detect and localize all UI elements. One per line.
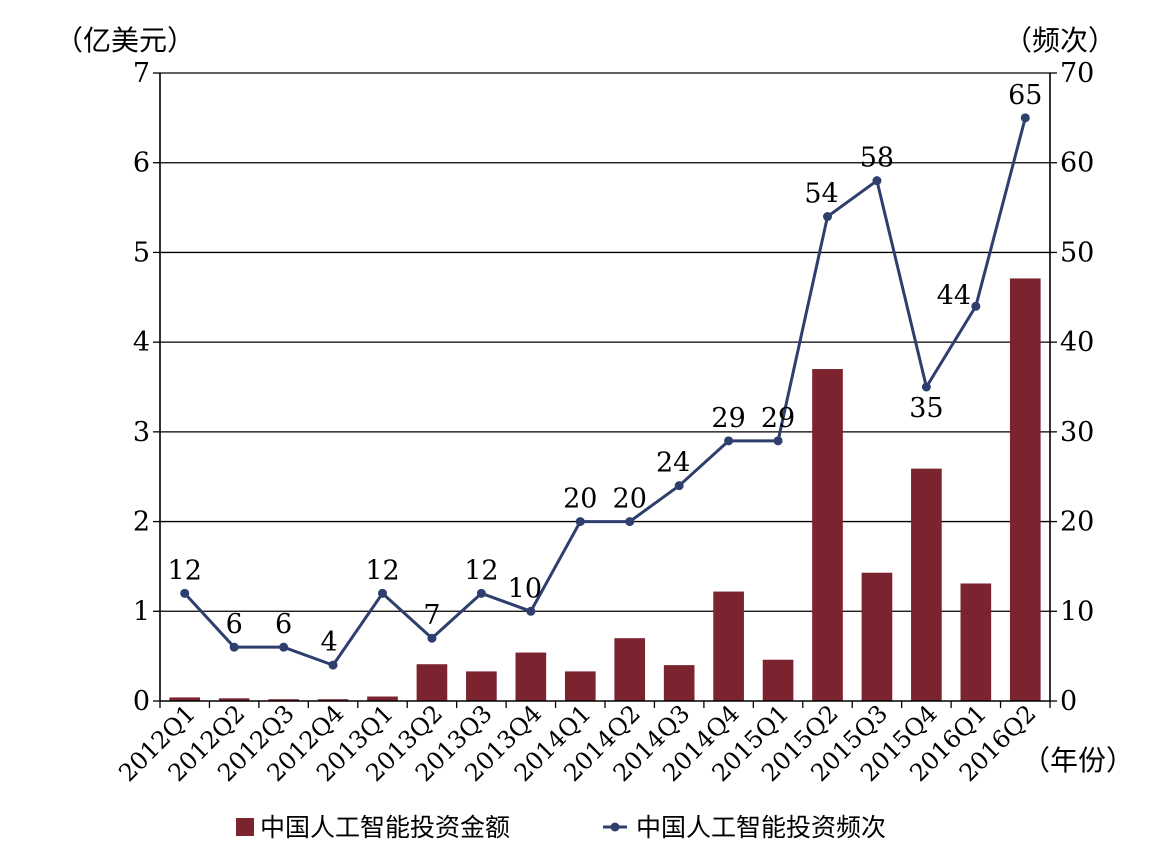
y-right-tick-label: 40 [1060, 327, 1094, 358]
bar-2012Q3 [268, 699, 299, 701]
point-2013Q2 [427, 633, 437, 643]
legend: 中国人工智能投资金额 中国人工智能投资频次 [236, 813, 886, 842]
data-label-2012Q4: 4 [320, 627, 337, 658]
bar-series [169, 278, 1041, 701]
point-2014Q2 [625, 517, 635, 527]
data-label-2012Q3: 6 [275, 609, 292, 640]
bar-2015Q4 [911, 468, 942, 701]
y-right-tick-label: 70 [1060, 58, 1094, 89]
bar-2014Q1 [564, 671, 596, 701]
y-left-tick-label: 5 [133, 237, 150, 268]
tick-labels: 012345670102030405060702012Q12012Q22012Q… [113, 58, 1094, 787]
legend-label-amount: 中国人工智能投资金额 [260, 813, 510, 842]
point-2016Q1 [971, 301, 981, 311]
data-label-2013Q2: 7 [423, 600, 440, 631]
data-label-2012Q2: 6 [226, 609, 243, 640]
bar-2013Q1 [367, 696, 398, 701]
y-left-tick-label: 4 [133, 327, 150, 358]
point-2013Q4 [526, 606, 536, 616]
bar-2014Q2 [614, 638, 646, 701]
bar-2012Q1 [169, 697, 201, 701]
bar-2014Q4 [713, 591, 744, 701]
bar-2013Q3 [466, 671, 497, 701]
bar-2016Q2 [1009, 278, 1041, 701]
data-label-2016Q1: 44 [937, 280, 971, 311]
legend-swatch-amount [236, 818, 254, 836]
data-label-2013Q4: 10 [508, 573, 542, 604]
line-series [180, 113, 1030, 670]
x-axis-title: （年份） [1022, 744, 1134, 777]
data-label-2014Q4: 29 [711, 403, 745, 434]
bar-2013Q4 [515, 652, 547, 701]
y-right-tick-label: 10 [1060, 596, 1094, 627]
bar-2012Q2 [218, 698, 250, 701]
y-left-tick-label: 3 [133, 417, 150, 448]
point-2015Q4 [921, 382, 931, 392]
y-left-tick-label: 6 [133, 148, 150, 179]
data-label-2013Q3: 12 [464, 555, 498, 586]
bar-2016Q1 [960, 583, 992, 701]
legend-marker-count [610, 822, 620, 832]
bar-2015Q3 [861, 572, 893, 701]
point-2012Q4 [328, 660, 338, 670]
y-left-tick-label: 0 [133, 686, 150, 717]
bar-2013Q2 [416, 664, 448, 701]
bar-2015Q1 [762, 659, 794, 701]
y-left-axis-title: （亿美元） [55, 24, 195, 57]
data-label-2013Q1: 12 [365, 555, 399, 586]
data-label-2015Q2: 54 [804, 179, 838, 210]
data-label-2012Q1: 12 [168, 555, 202, 586]
bar-2012Q4 [317, 699, 349, 701]
data-label-2014Q3: 24 [656, 448, 690, 479]
point-2014Q1 [575, 517, 585, 527]
y-right-axis-title: （频次） [1004, 24, 1116, 57]
y-right-tick-label: 20 [1060, 507, 1094, 538]
data-label-2014Q2: 20 [613, 484, 647, 515]
data-label-2015Q1: 29 [761, 403, 795, 434]
y-right-tick-label: 30 [1060, 417, 1094, 448]
point-2015Q1 [773, 436, 783, 446]
y-left-tick-label: 1 [133, 596, 150, 627]
y-left-tick-label: 2 [133, 507, 150, 538]
legend-label-count: 中国人工智能投资频次 [636, 813, 886, 842]
frequency-line [183, 117, 1027, 667]
data-label-2015Q4: 35 [909, 393, 943, 424]
point-2015Q2 [823, 212, 832, 222]
data-label-2016Q2: 65 [1008, 80, 1042, 111]
point-2016Q2 [1020, 113, 1030, 123]
point-2012Q2 [229, 642, 239, 652]
y-left-tick-label: 7 [133, 58, 150, 89]
y-right-tick-label: 0 [1060, 686, 1077, 717]
bar-2015Q2 [812, 369, 843, 701]
gridlines [160, 72, 1050, 612]
axes [153, 72, 1057, 708]
y-right-tick-label: 50 [1060, 237, 1094, 268]
y-right-tick-label: 60 [1060, 148, 1094, 179]
data-label-2015Q3: 58 [860, 143, 894, 174]
point-2013Q3 [476, 588, 486, 598]
bar-2014Q3 [663, 665, 695, 701]
point-2013Q1 [378, 588, 387, 598]
point-2014Q4 [724, 436, 734, 446]
point-2015Q3 [872, 176, 882, 186]
point-2012Q1 [180, 588, 190, 598]
point-2014Q3 [674, 481, 684, 491]
point-2012Q3 [279, 642, 289, 652]
data-label-2014Q1: 20 [563, 484, 597, 515]
